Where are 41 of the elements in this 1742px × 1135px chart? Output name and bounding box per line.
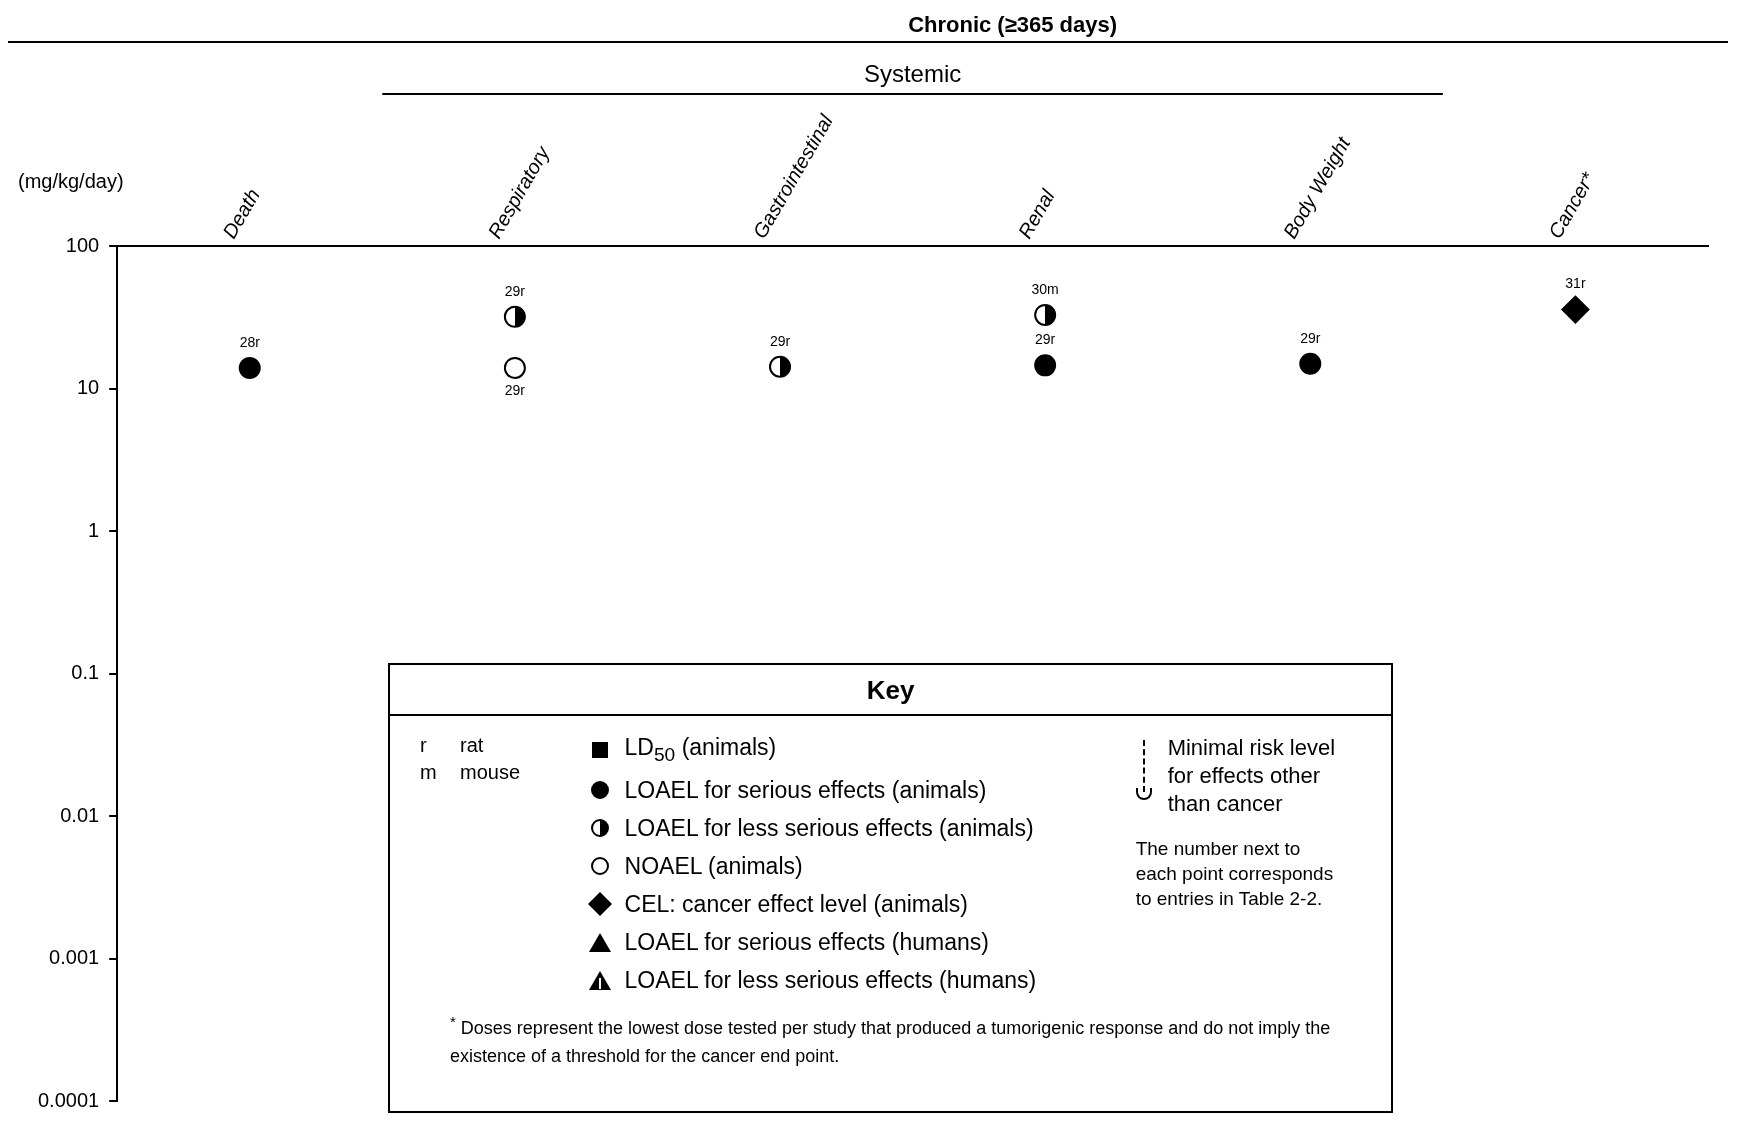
text: Systemic [863, 60, 962, 87]
y-tick-label: 0.0001 [38, 1088, 100, 1111]
annotation: Minimal risk level for effects other than cancer [1167, 734, 1337, 818]
annotation: 29r [1035, 331, 1056, 348]
annotation: $^{*}$ Doses represent the lowest dose tested per study that produced a tumorigenic response and do not imply the existence of a threshold for the cancer end point. [449, 1011, 1332, 1068]
annotation: r [420, 734, 428, 757]
legend-label: LD$_{50}$ (animals) [624, 734, 777, 766]
point [238, 356, 261, 379]
point [1299, 352, 1322, 375]
point [503, 356, 526, 379]
y-tick-label: 0.1 [71, 661, 100, 684]
annotation: rat [460, 734, 485, 757]
legend-label: NOAEL (animals) [624, 852, 803, 880]
annotation: 30m [1031, 280, 1059, 297]
y-tick-label: 0.01 [60, 803, 100, 826]
point [769, 355, 792, 378]
chart-title: Chronic (≥365 days) [908, 12, 1118, 37]
legend-label: CEL: cancer effect level (animals) [624, 890, 969, 918]
point [503, 305, 526, 328]
annotation: mouse [460, 761, 522, 784]
annotation: 29r [504, 282, 526, 299]
legend-label: LOAEL for less serious effects (humans) [624, 966, 1037, 994]
annotation: 29r [504, 381, 526, 398]
legend-label: LOAEL for serious effects (animals) [624, 776, 987, 804]
annotation: 31r [1565, 275, 1586, 292]
annotation: The number next to each point corresponds to entries in Table 2-2. [1135, 837, 1335, 911]
y-axis-title: (mg/kg/day) [18, 170, 124, 193]
point [1034, 354, 1057, 377]
point [1561, 295, 1590, 324]
annotation: m [420, 761, 438, 784]
y-tick-label: 10 [76, 376, 100, 399]
annotation: 28r [239, 333, 261, 350]
y-tick-label: 100 [65, 233, 100, 256]
y-tick-label: 0.001 [49, 946, 100, 969]
annotation: 29r [769, 332, 791, 349]
point [1034, 303, 1057, 326]
annotation: 29r [1300, 329, 1321, 346]
legend-label: LOAEL for serious effects (humans) [624, 928, 989, 956]
legend-label: LOAEL for less serious effects (animals) [624, 814, 1034, 842]
legend-title: Key [865, 674, 916, 707]
y-tick-label: 1 [88, 518, 100, 541]
